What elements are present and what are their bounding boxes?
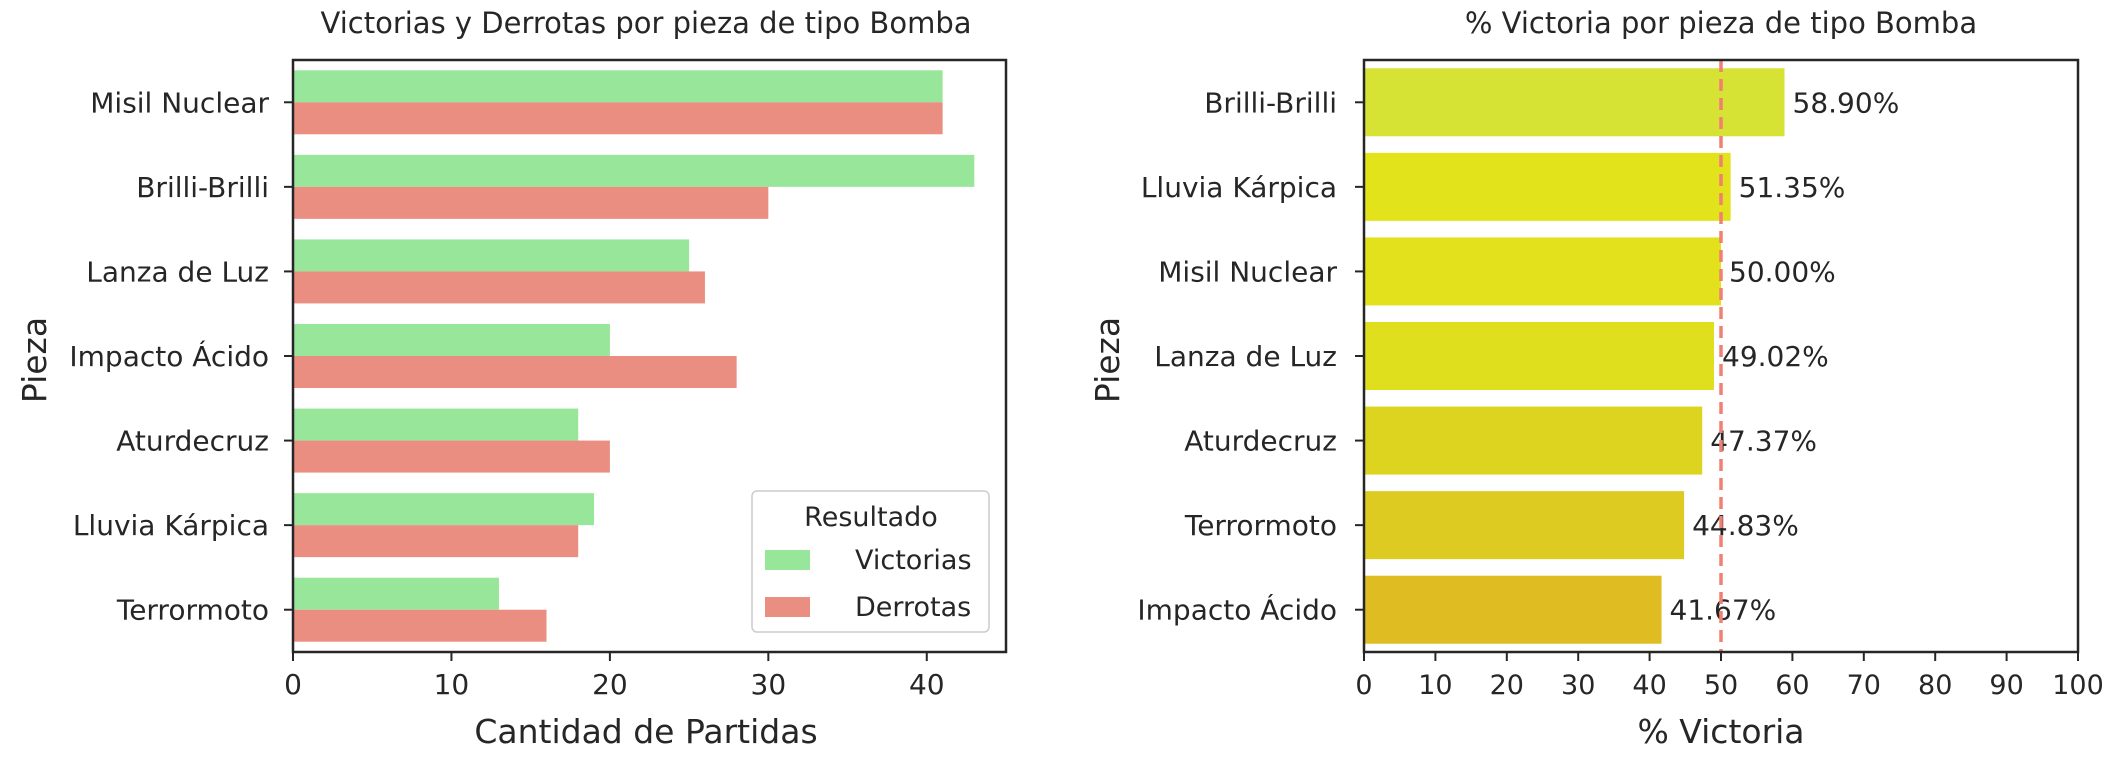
x-ticks: 0 10 20 30 40 [284, 652, 945, 701]
chart-title: Victorias y Derrotas por pieza de tipo B… [321, 6, 972, 40]
y-tick-label: Aturdecruz [116, 425, 269, 458]
bar-victorias-terrormoto [293, 577, 499, 610]
x-tick-label: 20 [1490, 670, 1524, 701]
y-tick-label: Impacto Ácido [1137, 593, 1337, 627]
y-tick-label: Lanza de Luz [1154, 340, 1337, 373]
bar-impacto-acido [1364, 575, 1662, 644]
y-ticks: Brilli-Brilli Lluvia Kárpica Misil Nuclear… [1137, 86, 1364, 627]
bar-lluvia-karpica [1364, 152, 1731, 221]
x-tick-label: 0 [284, 668, 302, 701]
data-label: 58.90% [1793, 86, 1900, 119]
legend-title: Resultado [804, 502, 938, 533]
y-tick-label: Terrormoto [1184, 509, 1337, 542]
x-tick-label: 20 [592, 668, 628, 701]
bar-victorias-lluvia-karpica [293, 493, 595, 526]
x-tick-label: 80 [1918, 670, 1952, 701]
data-labels: 58.90% 51.35% 50.00% 49.02% 47.37% 44.83% 41.6… [1670, 86, 1900, 626]
bar-derrotas-lluvia-karpica [293, 525, 579, 558]
x-tick-label: 10 [434, 668, 470, 701]
legend-label-victorias: Victorias [855, 545, 972, 576]
plot-frame [1362, 58, 2080, 654]
x-tick-label: 40 [1632, 670, 1666, 701]
y-tick-label: Lluvia Kárpica [73, 509, 269, 542]
y-tick-label: Misil Nuclear [1158, 255, 1337, 288]
bar-victorias-impacto-acido [293, 324, 610, 356]
y-axis-label: Pieza [1088, 317, 1127, 403]
legend-swatch-derrotas [765, 597, 810, 617]
bars-group [1364, 68, 1785, 644]
chart-title: % Victoria por pieza de tipo Bomba [1465, 6, 1977, 40]
y-axis-label: Pieza [15, 317, 54, 403]
legend-box [751, 490, 990, 633]
bar-victorias-brilli-brilli [293, 154, 975, 187]
chart-victorias-derrotas: Victorias y Derrotas por pieza de tipo B… [15, 6, 1008, 751]
x-tick-label: 30 [1561, 670, 1595, 701]
chart-porcentaje-victoria: % Victoria por pieza de tipo Bomba % Vic… [1088, 6, 2104, 751]
y-ticks: Misil Nuclear Brilli-Brilli Lanza de Luz Im… [69, 86, 293, 627]
legend-label-derrotas: Derrotas [855, 592, 971, 623]
bars-group [293, 70, 975, 642]
bar-derrotas-lanza-de-luz [293, 271, 705, 304]
bar-lanza-de-luz [1364, 322, 1715, 390]
plot-frame [291, 58, 1008, 654]
bar-aturdecruz [1364, 406, 1703, 475]
bar-terrormoto [1364, 491, 1685, 560]
bar-victorias-lanza-de-luz [293, 239, 690, 272]
bar-derrotas-terrormoto [293, 609, 547, 642]
data-label: 44.83% [1692, 509, 1799, 542]
x-tick-label: 100 [2052, 670, 2104, 701]
x-tick-label: 70 [1847, 670, 1881, 701]
data-label: 49.02% [1722, 340, 1829, 373]
x-tick-label: 0 [1355, 670, 1372, 701]
bar-victorias-aturdecruz [293, 408, 579, 441]
y-tick-label: Lluvia Kárpica [1141, 171, 1337, 204]
data-label: 47.37% [1710, 425, 1817, 458]
y-tick-label: Impacto Ácido [69, 339, 269, 373]
y-tick-label: Aturdecruz [1184, 425, 1337, 458]
x-tick-label: 90 [1989, 670, 2023, 701]
x-axis-label: % Victoria [1637, 712, 1804, 751]
bar-derrotas-aturdecruz [293, 440, 610, 473]
bar-derrotas-brilli-brilli [293, 186, 769, 219]
x-tick-label: 60 [1775, 670, 1809, 701]
y-tick-label: Lanza de Luz [86, 255, 269, 288]
data-label: 50.00% [1729, 255, 1836, 288]
y-tick-label: Terrormoto [116, 594, 269, 627]
legend-swatch-victorias [765, 550, 810, 570]
x-tick-label: 10 [1418, 670, 1452, 701]
y-tick-label: Brilli-Brilli [136, 171, 269, 204]
legend: Resultado Victorias Derrotas [751, 490, 990, 633]
y-tick-label: Misil Nuclear [90, 86, 269, 119]
data-label: 51.35% [1739, 171, 1846, 204]
bar-derrotas-misil-nuclear [293, 102, 943, 135]
x-ticks: 0 10 20 30 40 50 60 70 80 90 100 [1355, 652, 2104, 701]
data-label: 41.67% [1670, 594, 1777, 627]
bar-brilli-brilli [1364, 68, 1785, 137]
y-tick-label: Brilli-Brilli [1204, 86, 1337, 119]
bar-victorias-misil-nuclear [293, 70, 943, 103]
x-tick-label: 50 [1704, 670, 1738, 701]
bar-derrotas-impacto-acido [293, 356, 737, 388]
bar-misil-nuclear [1364, 237, 1721, 306]
x-tick-label: 30 [751, 668, 787, 701]
x-tick-label: 40 [909, 668, 945, 701]
x-axis-label: Cantidad de Partidas [474, 712, 817, 751]
